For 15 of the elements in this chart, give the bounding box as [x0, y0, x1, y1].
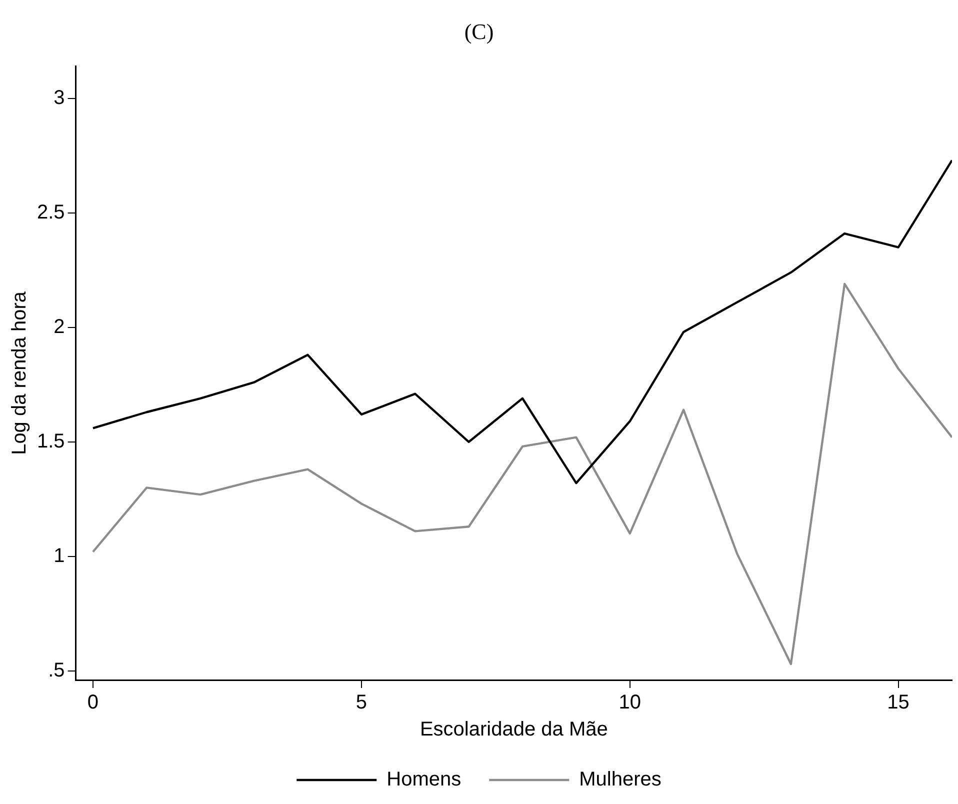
x-tick-label: 5: [356, 692, 367, 714]
chart-title: (C): [464, 18, 494, 44]
y-tick-label: 2.5: [36, 201, 65, 224]
legend-label: Homens: [386, 768, 462, 791]
legend-label: Mulheres: [579, 768, 662, 791]
y-axis-title: Log da renda hora: [8, 290, 31, 455]
y-tick-label: .5: [48, 659, 65, 682]
y-tick-label: 3: [54, 86, 65, 109]
y-tick-label: 2: [54, 316, 65, 338]
y-tick-label: 1.5: [36, 430, 65, 452]
y-tick-label: 1: [54, 544, 65, 567]
x-axis-title: Escolaridade da Mãe: [420, 718, 608, 741]
x-tick-label: 15: [887, 692, 910, 714]
x-tick-label: 10: [618, 692, 641, 714]
x-tick-label: 0: [87, 692, 99, 714]
